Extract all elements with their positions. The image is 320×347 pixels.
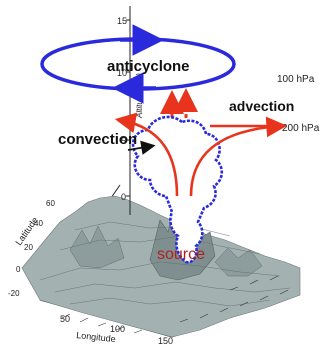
altitude-tick-5: 5: [121, 136, 126, 146]
longitude-axis-label: Longitude: [76, 330, 116, 344]
anticyclone-label: anticyclone: [107, 58, 190, 75]
wind-vectors: [61, 275, 289, 334]
advection-label: advection: [229, 98, 294, 114]
anticyclone-ellipse: [40, 24, 236, 104]
longitude-tick-150: 150: [158, 336, 173, 346]
latitude-tick-60: 60: [46, 199, 55, 208]
source-label: source: [157, 246, 205, 263]
convection-pointer-arrow: [127, 140, 156, 155]
convection-outflow-arrows: [114, 112, 288, 197]
level-100-label: 100 hPa: [277, 74, 315, 85]
altitude-axis-label: Altitude (km): [135, 73, 144, 119]
convection-label: convection: [58, 131, 137, 148]
altitude-tick-15: 15: [117, 16, 127, 26]
upward-dashed-arrows: [160, 88, 198, 118]
latitude-tick-neg20: -20: [8, 289, 20, 298]
level-200-label: 200 hPa: [282, 123, 320, 134]
longitude-tick-100: 100: [110, 324, 125, 334]
latitude-tick-40: 40: [34, 219, 43, 228]
longitude-tick-50: 50: [60, 314, 70, 324]
latitude-tick-0: 0: [16, 265, 21, 274]
altitude-tick-0: 0: [121, 192, 126, 202]
latitude-tick-20: 20: [24, 243, 33, 252]
